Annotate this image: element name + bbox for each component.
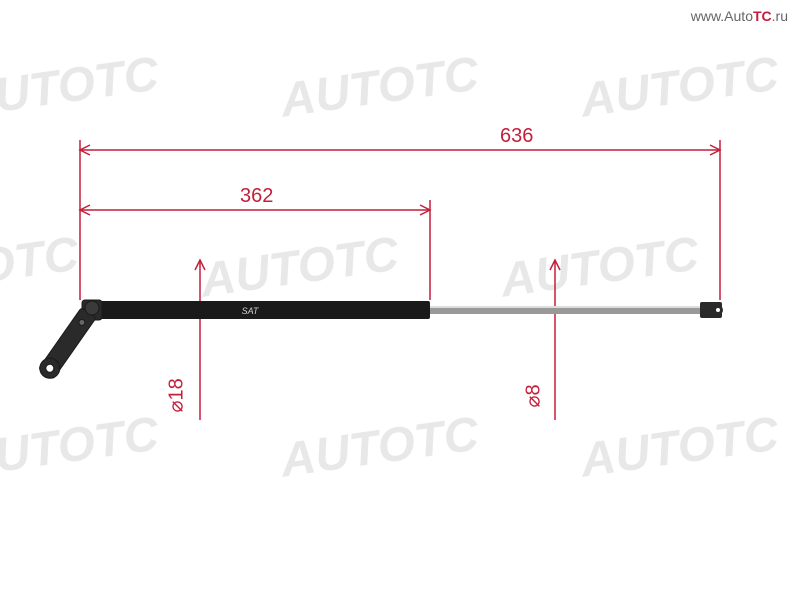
end-fitting-right [700, 302, 723, 318]
svg-text:SAT: SAT [242, 306, 260, 316]
dim-body-length: 362 [240, 185, 273, 208]
dim-total-length: 636 [500, 125, 533, 148]
dim-body-diameter: ⌀18 [164, 378, 189, 412]
strut-body: SAT [100, 301, 430, 319]
dim-rod-diameter: ⌀8 [521, 384, 546, 407]
strut-rod [430, 306, 700, 314]
mounting-bracket [36, 300, 102, 382]
gas-strut-diagram: SAT [0, 0, 800, 600]
